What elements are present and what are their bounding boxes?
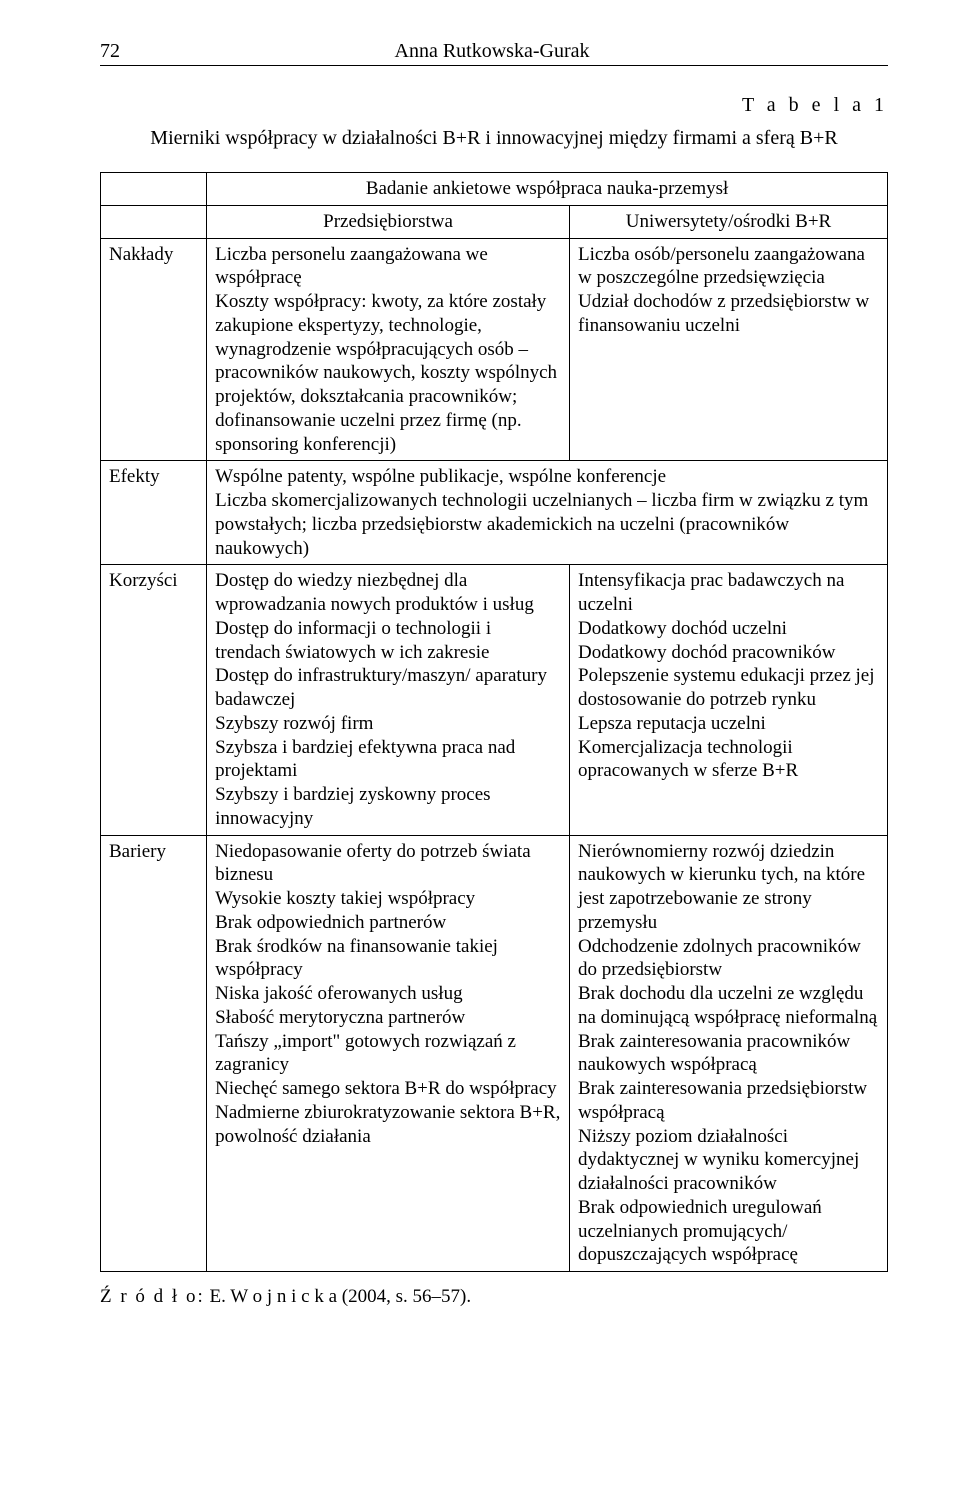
table-label: T a b e l a 1	[100, 94, 888, 117]
row-label-bariery: Bariery	[101, 835, 207, 1272]
table-title: Mierniki współpracy w działalności B+R i…	[100, 127, 888, 150]
page-number: 72	[100, 40, 120, 63]
korzysci-enterprise: Dostęp do wiedzy niezbędnej dla wprowadz…	[207, 565, 570, 835]
korzysci-universities: Intensyfikacja prac badawczych na uczeln…	[570, 565, 888, 835]
naklady-enterprise: Liczba personelu zaangażowana we współpr…	[207, 238, 570, 461]
table-row: Przedsiębiorstwa Uniwersytety/ośrodki B+…	[101, 205, 888, 238]
bariery-enterprise: Niedopasowanie oferty do potrzeb świata …	[207, 835, 570, 1272]
row-label-empty	[101, 173, 207, 206]
row-label-naklady: Nakłady	[101, 238, 207, 461]
table-source: Ź r ó d ł o: E. W o j n i c k a (2004, s…	[100, 1286, 888, 1308]
efekty-merged: Wspólne patenty, wspólne publikacje, wsp…	[207, 461, 888, 565]
author-name: Anna Rutkowska-Gurak	[120, 40, 864, 63]
naklady-universities: Liczba osób/personelu zaangażowana w pos…	[570, 238, 888, 461]
col-header-enterprise: Przedsiębiorstwa	[207, 205, 570, 238]
row-label-empty	[101, 205, 207, 238]
table-row: Nakłady Liczba personelu zaangażowana we…	[101, 238, 888, 461]
bariery-universities: Nierównomierny rozwój dziedzin naukowych…	[570, 835, 888, 1272]
table-row: Efekty Wspólne patenty, wspólne publikac…	[101, 461, 888, 565]
row-label-efekty: Efekty	[101, 461, 207, 565]
source-prefix: Ź r ó d ł o:	[100, 1286, 205, 1307]
source-text: E. W o j n i c k a (2004, s. 56–57).	[205, 1286, 471, 1307]
running-head: 72 Anna Rutkowska-Gurak	[100, 40, 888, 66]
col-header-universities: Uniwersytety/ośrodki B+R	[570, 205, 888, 238]
table-row: Badanie ankietowe współpraca nauka-przem…	[101, 173, 888, 206]
survey-header: Badanie ankietowe współpraca nauka-przem…	[207, 173, 888, 206]
metrics-table: Badanie ankietowe współpraca nauka-przem…	[100, 172, 888, 1272]
page: 72 Anna Rutkowska-Gurak T a b e l a 1 Mi…	[0, 0, 960, 1506]
table-row: Korzyści Dostęp do wiedzy niezbędnej dla…	[101, 565, 888, 835]
row-label-korzysci: Korzyści	[101, 565, 207, 835]
table-row: Bariery Niedopasowanie oferty do potrzeb…	[101, 835, 888, 1272]
